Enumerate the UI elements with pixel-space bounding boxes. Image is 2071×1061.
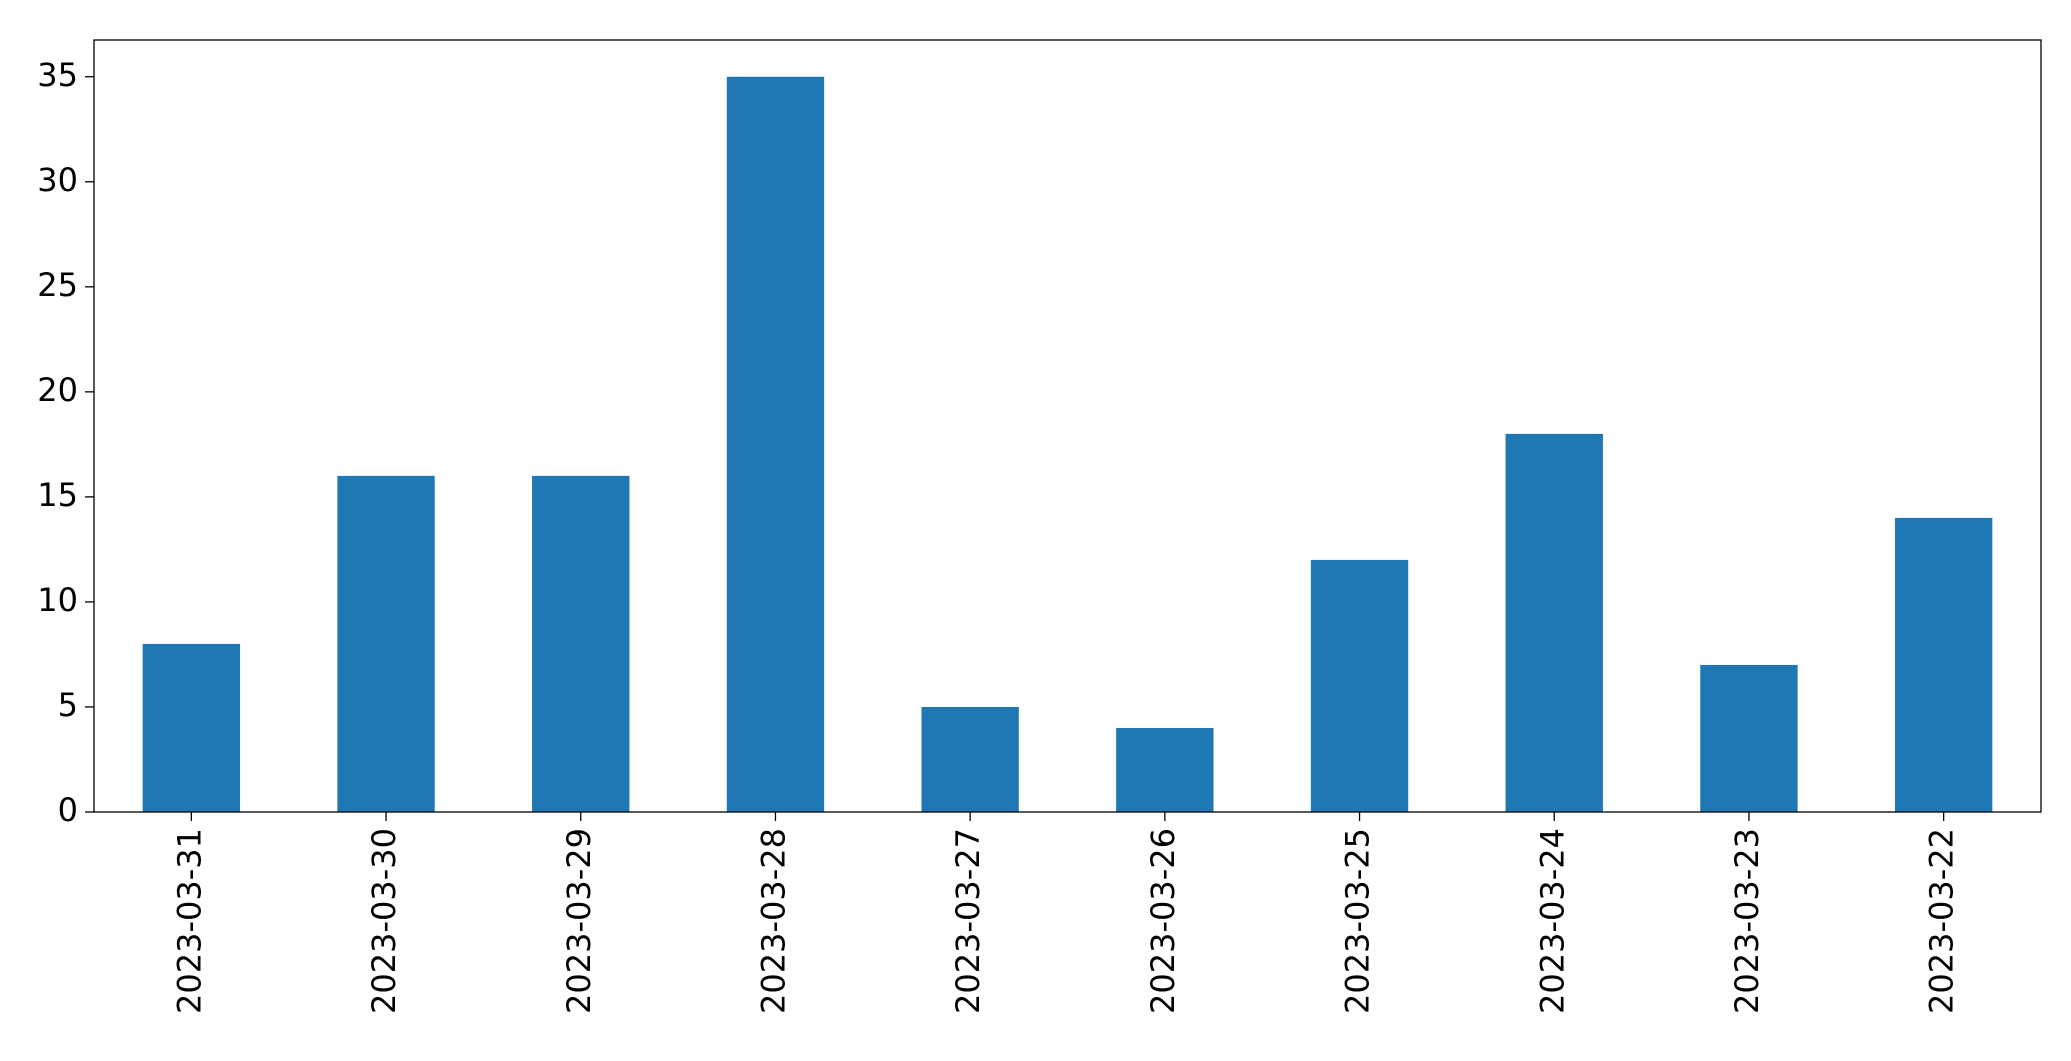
y-tick-label: 0 [58, 791, 78, 829]
bar [142, 643, 241, 812]
x-tick-label: 2023-03-31 [170, 828, 208, 1014]
y-tick-label: 35 [37, 56, 78, 94]
x-tick-label: 2023-03-24 [1533, 828, 1571, 1014]
plot-frame [93, 39, 2042, 813]
y-tick-label: 20 [37, 371, 78, 409]
y-tick-label: 30 [37, 161, 78, 199]
x-tick-label: 2023-03-27 [949, 828, 987, 1014]
x-tick-label: 2023-03-26 [1144, 828, 1182, 1014]
bar [1894, 517, 1993, 812]
bar [532, 475, 630, 812]
x-tick-label: 2023-03-30 [365, 828, 403, 1014]
bar [1700, 664, 1798, 812]
x-tick-label: 2023-03-22 [1923, 828, 1961, 1014]
bar [726, 76, 825, 812]
bar [1310, 559, 1409, 812]
bar [337, 475, 435, 812]
y-tick-label: 25 [37, 266, 78, 304]
y-tick-label: 15 [37, 476, 78, 514]
x-tick-label: 2023-03-28 [754, 828, 792, 1014]
y-tick-label: 10 [37, 581, 78, 619]
bar [921, 706, 1019, 812]
bar [1505, 433, 1603, 812]
x-tick-label: 2023-03-25 [1339, 828, 1377, 1014]
y-tick-label: 5 [58, 686, 78, 724]
x-tick-label: 2023-03-29 [560, 828, 598, 1014]
x-tick-label: 2023-03-23 [1728, 828, 1766, 1014]
bar [1116, 727, 1214, 812]
